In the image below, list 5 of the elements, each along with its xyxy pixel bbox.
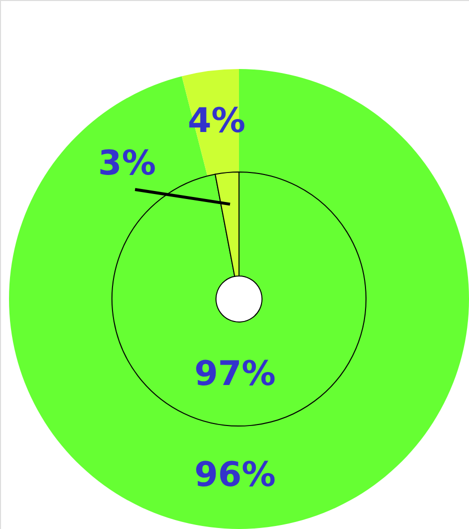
data-label: 97%: [194, 354, 276, 394]
donut-slice: [9, 69, 469, 529]
data-label: 3%: [98, 144, 156, 184]
data-label: 96%: [194, 455, 276, 496]
data-label: 4%: [188, 100, 246, 141]
